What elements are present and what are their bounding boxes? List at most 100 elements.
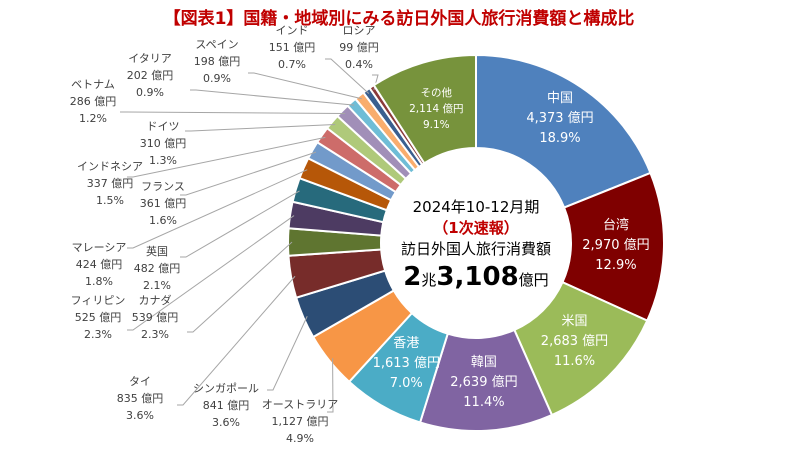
slice-label-pct: 1.3% (149, 154, 177, 167)
leader-line (190, 89, 355, 106)
slice-label-pct: 3.6% (126, 409, 154, 422)
slice-label-value-label: 310 億円 (139, 137, 187, 150)
slice-label-value-label: 198 億円 (193, 55, 241, 68)
slice-label-value-label: 2,970 億円 (582, 238, 650, 254)
slice-label-value-label: 525 億円 (74, 311, 122, 324)
slice-label-name: 米国 (561, 314, 588, 330)
inner-label: 韓国 2,639 億円 11.4% (450, 353, 517, 413)
leader-line (248, 72, 362, 100)
slice-label-name: オーストラリア (261, 398, 339, 411)
slice-label-name: フィリピン (70, 294, 126, 307)
slice-label-value-label: 361 億円 (139, 197, 187, 210)
slice-label-pct: 0.9% (203, 72, 231, 85)
slice-label-pct: 11.6% (553, 354, 596, 370)
slice-label-pct: 7.0% (389, 376, 423, 392)
slice-label-name: マレーシア (71, 241, 127, 254)
leader-line (267, 316, 308, 391)
leader-line (185, 124, 336, 132)
slice-label-name: インドネシア (77, 160, 143, 173)
slice-label-value-label: 2,114 億円 (409, 102, 464, 115)
slice-label-name: 韓国 (470, 354, 497, 370)
slice-label-name: スペイン (195, 38, 239, 51)
inner-label: 中国 4,373 億円 18.9% (526, 89, 593, 149)
leader-line (177, 275, 296, 406)
slice-label-pct: 1.2% (79, 112, 107, 125)
slice-label-pct: 12.9% (595, 258, 637, 274)
outer-label: フィリピン 525 億円 2.3% (71, 292, 126, 343)
slice-label-name: ドイツ (146, 120, 180, 133)
slice-label-name: 英国 (146, 245, 168, 258)
leader-line (127, 136, 326, 178)
slice-label-pct: 11.4% (463, 394, 505, 410)
outer-label: フランス 361 億円 1.6% (140, 178, 187, 229)
slice-label-name: カナダ (138, 294, 172, 307)
slice-label-pct: 2.3% (84, 328, 112, 341)
slice-label-pct: 9.1% (422, 118, 450, 131)
outer-label: オーストラリア 1,127 億円 4.9% (262, 396, 338, 447)
inner-label: その他 2,114 億円 9.1% (409, 85, 463, 133)
slice-label-pct: 0.4% (345, 58, 373, 71)
slice-label-pct: 18.9% (539, 130, 581, 146)
slice-label-value-label: 539 億円 (131, 311, 179, 324)
slice-label-value-label: 286 億円 (69, 95, 117, 108)
slice-label-pct: 2.3% (141, 328, 169, 341)
outer-label: ドイツ 310 億円 1.3% (140, 118, 187, 169)
inner-label: 台湾 2,970 億円 12.9% (582, 216, 649, 276)
slice-label-value-label: 1,127 億円 (271, 415, 329, 428)
slice-label-value-label: 424 億円 (75, 258, 123, 271)
slice-label-name: タイ (129, 375, 151, 388)
total-caption: 訪日外国人旅行消費額 (400, 240, 552, 258)
outer-label: シンガポール 841 億円 3.6% (193, 380, 259, 431)
slice-label-value-label: 151 億円 (268, 41, 316, 54)
slice-label-value-label: 2,683 億円 (540, 334, 609, 350)
inner-label: 米国 2,683 億円 11.6% (541, 312, 608, 372)
slice-label-name: インド (275, 24, 309, 37)
outer-label: インド 151 億円 0.7% (269, 22, 316, 73)
slice-label-value-label: 835 億円 (116, 392, 164, 405)
leader-line (325, 58, 370, 94)
outer-label: イタリア 202 億円 0.9% (127, 50, 174, 101)
slice-label-value-label: 482 億円 (133, 262, 181, 275)
slice-label-name: ベトナム (71, 78, 115, 91)
inner-label: 香港 1,613 億円 7.0% (373, 334, 440, 394)
slice-label-name: シンガポール (193, 382, 259, 395)
total-value: 2兆3,108億円 (403, 262, 549, 292)
outer-label: 英国 482 億円 2.1% (134, 243, 181, 294)
leader-line (127, 169, 308, 249)
slice-label-value-label: 1,613 億円 (372, 356, 440, 372)
leader-line (187, 241, 293, 333)
slice-label-value-label: 337 億円 (86, 177, 134, 190)
slice-label-pct: 4.9% (286, 432, 314, 445)
outer-label: タイ 835 億円 3.6% (117, 373, 164, 424)
slice-20 (372, 53, 477, 165)
leader-line (180, 190, 300, 258)
outer-label: ロシア 99 億円 0.4% (339, 22, 379, 73)
chart-title: 【図表1】国籍・地域別にみる訪日外国人旅行消費額と構成比 (163, 9, 635, 29)
slice-label-pct: 1.8% (85, 275, 113, 288)
slice-label-pct: 0.7% (278, 58, 306, 71)
slice-label-name: 香港 (393, 336, 420, 352)
slice-label-name: 中国 (546, 90, 574, 106)
outer-label: ベトナム 286 億円 1.2% (70, 76, 117, 127)
outer-label: カナダ 539 億円 2.3% (132, 292, 179, 343)
slice-label-name: 台湾 (602, 218, 629, 234)
slice-label-value-label: 841 億円 (202, 399, 250, 412)
slice-label-pct: 3.6% (212, 416, 240, 429)
center-summary: 2024年10-12月期 （1次速報） 訪日外国人旅行消費額 2兆3,108億円 (401, 196, 551, 297)
slice-label-pct: 1.5% (96, 194, 124, 207)
period-label: 2024年10-12月期 (412, 198, 540, 216)
slice-label-name: イタリア (128, 52, 172, 65)
slice-label-pct: 1.6% (149, 214, 177, 227)
status-label: （1次速報） (433, 219, 519, 237)
leader-line (327, 358, 334, 413)
slice-label-name: ロシア (342, 24, 376, 37)
slice-label-value-label: 2,639 億円 (450, 374, 518, 390)
slice-label-name: フランス (141, 180, 185, 193)
slice-label-value-label: 202 億円 (126, 69, 174, 82)
slice-label-value-label: 99 億円 (339, 41, 379, 54)
leader-line (127, 215, 295, 331)
slice-0 (475, 53, 652, 209)
slice-label-name: その他 (420, 86, 453, 99)
slice-label-value-label: 4,373 億円 (526, 110, 594, 126)
